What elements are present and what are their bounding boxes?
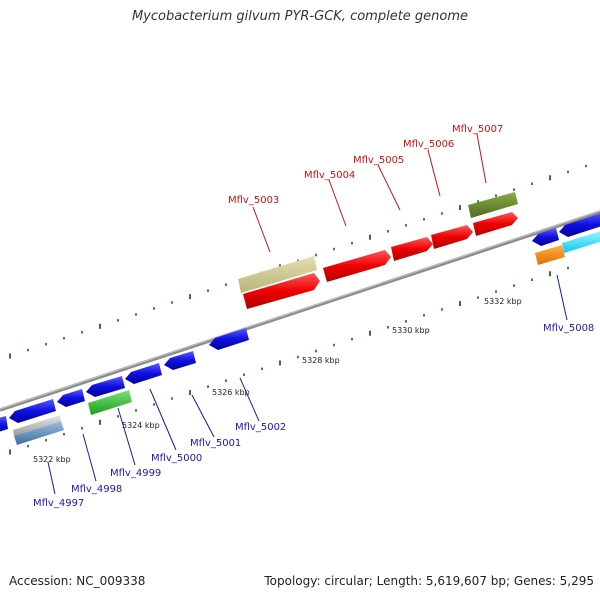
- scale-tick-marks: [9, 164, 587, 455]
- scale-label: 5332 kbp: [484, 297, 522, 306]
- gene-label-mflv-5002[interactable]: Mflv_5002: [235, 422, 286, 433]
- gene-label-mflv-5007[interactable]: Mflv_5007: [452, 124, 503, 135]
- genome-backbone: [0, 210, 600, 412]
- gene-arrow-mflv-5005[interactable]: [391, 237, 433, 261]
- gene-arrow-mflv-4998[interactable]: [57, 389, 85, 407]
- gene-gray-feature[interactable]: [13, 415, 61, 436]
- scale-label: 5328 kbp: [302, 356, 340, 365]
- gene-label-mflv-5000[interactable]: Mflv_5000: [151, 453, 202, 464]
- reverse-gene-labels: Mflv_4997 Mflv_4998 Mflv_4999 Mflv_5000 …: [33, 323, 594, 509]
- gene-arrow-mflv-4999[interactable]: [86, 376, 125, 397]
- gene-label-mflv-5008[interactable]: Mflv_5008: [543, 323, 594, 334]
- gene-cyan-feature[interactable]: [562, 230, 600, 253]
- gene-arrow-mflv-4997[interactable]: [9, 399, 56, 423]
- gene-label-mflv-5003[interactable]: Mflv_5003: [228, 195, 279, 206]
- scale-label: 5322 kbp: [33, 455, 71, 464]
- gene-label-mflv-4999[interactable]: Mflv_4999: [110, 468, 161, 479]
- gene-arrow-mflv-5006[interactable]: [431, 225, 473, 249]
- gene-green-feature[interactable]: [88, 390, 132, 415]
- gene-arrow-mflv-5004[interactable]: [323, 250, 391, 282]
- gene-arrow-mflv-5008a[interactable]: [532, 228, 559, 246]
- gene-arrow-mflv-5001[interactable]: [164, 351, 196, 370]
- scale-label: 5326 kbp: [212, 388, 250, 397]
- gene-khaki-feature[interactable]: [238, 256, 317, 293]
- gene-label-mflv-4998[interactable]: Mflv_4998: [71, 484, 122, 495]
- scale-label: 5324 kbp: [122, 421, 160, 430]
- gene-label-mflv-5001[interactable]: Mflv_5001: [190, 438, 241, 449]
- label-leader-lines: [47, 133, 568, 495]
- reverse-gene-track: [0, 212, 600, 445]
- gene-arrow-mflv-5002[interactable]: [209, 328, 249, 350]
- gene-arrow-mflv-5003[interactable]: [243, 273, 320, 309]
- genome-summary-text: Topology: circular; Length: 5,619,607 bp…: [264, 574, 594, 588]
- gene-label-mflv-5005[interactable]: Mflv_5005: [353, 155, 404, 166]
- gene-arrow-left-end[interactable]: [0, 416, 8, 433]
- gene-orange-feature[interactable]: [535, 245, 565, 265]
- forward-gene-track: [238, 192, 518, 309]
- gene-label-mflv-5006[interactable]: Mflv_5006: [403, 139, 454, 150]
- gene-label-mflv-4997[interactable]: Mflv_4997: [33, 498, 84, 509]
- gene-arrow-mflv-5008b[interactable]: [559, 212, 600, 237]
- genome-title: Mycobacterium gilvum PYR-GCK, complete g…: [131, 9, 469, 24]
- gene-olive-feature[interactable]: [468, 192, 518, 218]
- gene-arrow-mflv-5007[interactable]: [473, 212, 518, 236]
- gene-steelblue-feature[interactable]: [14, 421, 64, 445]
- gene-arrow-mflv-5000[interactable]: [125, 363, 162, 384]
- scale-labels: 5322 kbp 5324 kbp 5326 kbp 5328 kbp 5330…: [33, 297, 522, 464]
- scale-label: 5330 kbp: [392, 326, 430, 335]
- accession-text: Accession: NC_009338: [9, 574, 146, 588]
- gene-label-mflv-5004[interactable]: Mflv_5004: [304, 170, 355, 181]
- forward-gene-labels: Mflv_5003 Mflv_5004 Mflv_5005 Mflv_5006 …: [228, 124, 503, 206]
